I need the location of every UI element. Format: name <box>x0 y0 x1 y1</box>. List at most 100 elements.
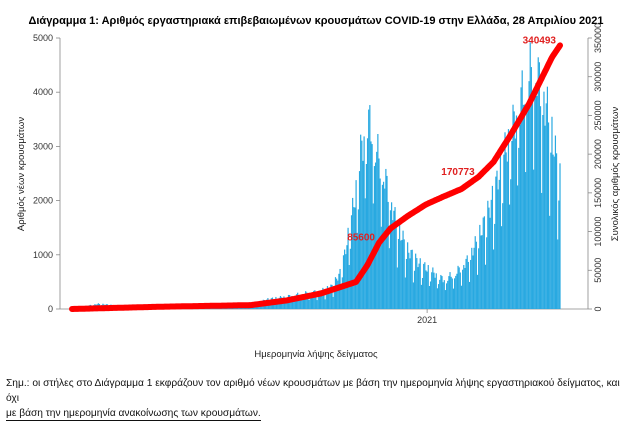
daily-case-bar <box>414 271 415 309</box>
note-line-1: Σημ.: οι στήλες στο Διάγραμμα 1 εκφράζου… <box>6 376 628 406</box>
daily-case-bar <box>399 224 400 309</box>
daily-case-bar <box>439 280 440 309</box>
daily-case-bar <box>444 280 445 309</box>
daily-case-bar <box>353 207 354 309</box>
daily-case-bar <box>541 193 542 309</box>
daily-case-bar <box>514 111 515 309</box>
daily-case-bar <box>496 171 497 309</box>
daily-case-bar <box>404 239 405 309</box>
daily-case-bar <box>506 152 507 309</box>
daily-case-bar <box>441 276 442 309</box>
daily-case-bar <box>361 141 362 309</box>
left-tick-label: 5000 <box>33 33 53 43</box>
daily-case-bar <box>437 288 438 309</box>
daily-case-bar <box>410 250 411 309</box>
daily-case-bar <box>397 267 398 309</box>
daily-case-bar <box>350 249 351 309</box>
daily-case-bar <box>309 300 310 309</box>
daily-case-bar <box>507 162 508 309</box>
daily-case-bar <box>467 255 468 309</box>
daily-case-bar <box>355 180 356 309</box>
daily-case-bar <box>409 258 410 309</box>
daily-case-bar <box>509 205 510 309</box>
daily-case-bar <box>536 96 537 309</box>
daily-case-bar <box>421 285 422 309</box>
daily-case-bar <box>547 87 548 309</box>
right-tick-label: 350000 <box>593 23 603 53</box>
daily-case-bar <box>342 277 343 309</box>
daily-case-bar <box>540 106 541 309</box>
daily-case-bar <box>491 200 492 309</box>
daily-case-bar <box>515 139 516 309</box>
daily-case-bar <box>398 239 399 309</box>
daily-case-bar <box>372 144 373 309</box>
daily-case-bar <box>530 42 531 309</box>
daily-case-bar <box>429 286 430 309</box>
annotation-label: 85600 <box>347 233 375 244</box>
daily-case-bar <box>525 172 526 309</box>
left-tick-label: 2000 <box>33 196 53 206</box>
daily-case-bar <box>364 136 365 309</box>
daily-cases-bars <box>71 42 560 309</box>
daily-case-bar <box>338 274 339 309</box>
daily-case-bar <box>420 258 421 309</box>
left-tick-label: 4000 <box>33 87 53 97</box>
daily-case-bar <box>464 268 465 309</box>
daily-case-bar <box>335 277 336 309</box>
daily-case-bar <box>479 225 480 309</box>
daily-case-bar <box>557 239 558 309</box>
daily-case-bar <box>400 241 401 309</box>
daily-case-bar <box>553 155 554 309</box>
daily-case-bar <box>556 153 557 309</box>
daily-case-bar <box>336 279 337 309</box>
daily-case-bar <box>392 220 393 309</box>
daily-case-bar <box>500 151 501 309</box>
daily-case-bar <box>351 215 352 309</box>
daily-case-bar <box>502 203 503 309</box>
daily-case-bar <box>490 218 491 309</box>
daily-case-bar <box>452 278 453 309</box>
daily-case-bar <box>435 278 436 309</box>
daily-case-bar <box>455 276 456 309</box>
daily-case-bar <box>559 163 560 309</box>
daily-case-bar <box>376 152 377 309</box>
daily-case-bar <box>546 103 547 309</box>
daily-case-bar <box>345 254 346 309</box>
daily-case-bar <box>422 278 423 309</box>
daily-case-bar <box>415 254 416 309</box>
daily-case-bar <box>460 272 461 309</box>
daily-case-bar <box>478 248 479 309</box>
daily-case-bar <box>518 148 519 309</box>
daily-case-bar <box>549 216 550 309</box>
daily-case-bar <box>498 189 499 309</box>
daily-case-bar <box>535 83 536 309</box>
daily-case-bar <box>391 202 392 309</box>
daily-case-bar <box>432 267 433 309</box>
daily-case-bar <box>539 62 540 309</box>
daily-case-bar <box>465 259 466 309</box>
daily-case-bar <box>449 272 450 309</box>
annotation-label: 340493 <box>523 35 557 46</box>
daily-case-bar <box>461 286 462 309</box>
daily-case-bar <box>471 248 472 309</box>
daily-case-bar <box>501 226 502 309</box>
daily-case-bar <box>484 216 485 309</box>
daily-case-bar <box>527 102 528 309</box>
daily-case-bar <box>486 237 487 309</box>
daily-case-bar <box>503 155 504 309</box>
daily-case-bar <box>365 198 366 309</box>
daily-case-bar <box>534 93 535 309</box>
daily-case-bar <box>407 242 408 309</box>
daily-case-bar <box>472 255 473 309</box>
daily-case-bar <box>550 153 551 309</box>
daily-case-bar <box>510 179 511 309</box>
daily-case-bar <box>545 126 546 309</box>
y2-axis-title: Συνολικός αριθμός κρουσμάτων <box>610 107 621 242</box>
daily-case-bar <box>443 282 444 309</box>
x-tick-label: 2021 <box>417 315 437 325</box>
daily-case-bar <box>542 115 543 309</box>
daily-case-bar <box>554 157 555 309</box>
daily-case-bar <box>488 208 489 309</box>
daily-case-bar <box>494 224 495 309</box>
